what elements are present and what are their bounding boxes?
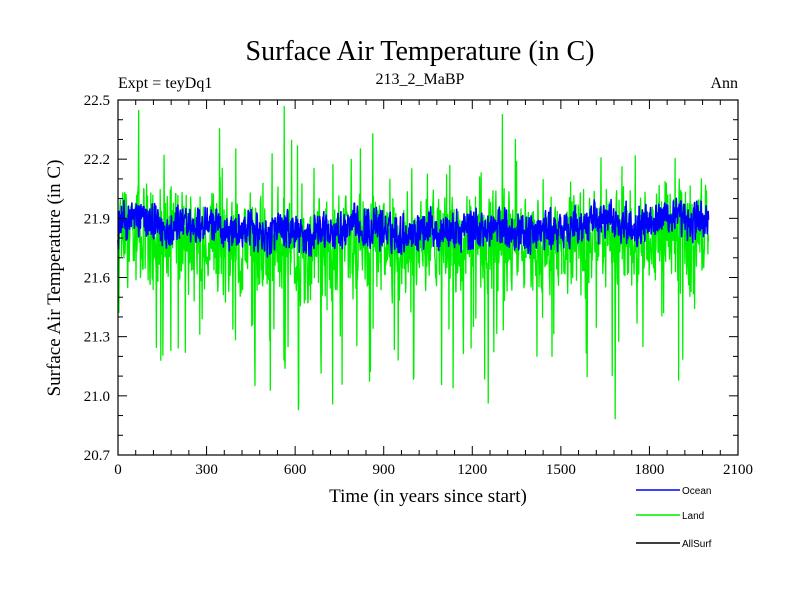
tick-labels: 0 300 600 900 1200 1500 1800 2100 20.7 21.0 21.3 21… (84, 93, 753, 478)
x-tick-label: 2100 (723, 462, 753, 478)
subtitle-center: 213_2_MaBP (376, 71, 465, 88)
y-tick-label: 21.3 (84, 330, 110, 346)
legend: Ocean Land AllSurf (636, 486, 712, 550)
plot-frame (117, 99, 739, 456)
plot-series (117, 105, 710, 420)
x-tick-label: 1500 (546, 462, 576, 478)
x-tick-label: 900 (372, 462, 395, 478)
subtitle-left: Expt = teyDq1 (118, 75, 212, 92)
series-line-land (117, 105, 710, 420)
subtitle-right: Ann (710, 75, 738, 92)
y-tick-label: 20.7 (84, 448, 111, 464)
x-tick-label: 1200 (457, 462, 487, 478)
x-tick-label: 1800 (634, 462, 664, 478)
legend-label-land: Land (682, 511, 704, 522)
y-tick-label: 22.5 (84, 93, 110, 109)
y-tick-label: 21.9 (84, 211, 110, 227)
y-tick-label: 21.0 (84, 389, 110, 405)
x-axis-label: Time (in years since start) (329, 486, 527, 507)
legend-label-ocean: Ocean (682, 486, 711, 497)
y-axis-label: Surface Air Temperature (in C) (44, 160, 65, 397)
legend-label-allsurf: AllSurf (682, 539, 712, 550)
x-tick-label: 600 (284, 462, 307, 478)
y-tick-label: 22.2 (84, 152, 110, 168)
series-line-ocean (117, 197, 710, 258)
y-tick-label: 21.6 (84, 271, 111, 287)
chart-title: Surface Air Temperature (in C) (246, 36, 595, 67)
x-tick-label: 300 (195, 462, 218, 478)
x-tick-label: 0 (114, 462, 122, 478)
